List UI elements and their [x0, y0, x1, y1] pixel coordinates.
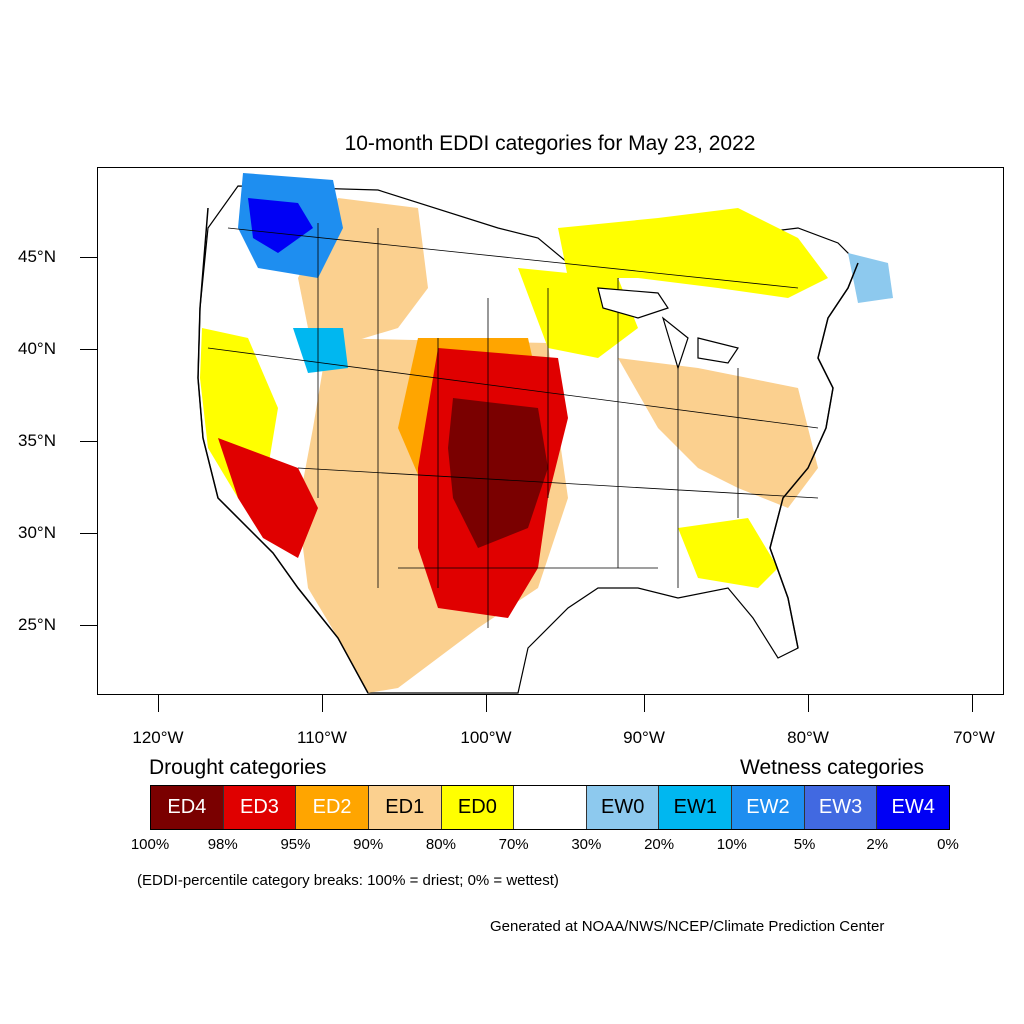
legend-box-neutral: [514, 786, 587, 829]
legend-percent-label: 80%: [425, 836, 456, 853]
legend-wetness-title: Wetness categories: [740, 756, 925, 779]
state-borders: [207, 223, 819, 628]
legend-percent-label: 100%: [130, 836, 170, 853]
legend-percent-label: 70%: [498, 836, 529, 853]
lon-tick: [486, 695, 487, 712]
legend-percent-label: 30%: [571, 836, 602, 853]
legend-percent-label: 10%: [716, 836, 747, 853]
legend-percent-label: 0%: [937, 836, 959, 853]
lat-tick: [80, 625, 97, 626]
legend-box-ed2: ED2: [296, 786, 369, 829]
credit-text: Generated at NOAA/NWS/NCEP/Climate Predi…: [490, 918, 885, 935]
lat-tick: [80, 533, 97, 534]
lon-label-120: 120°W: [132, 728, 184, 747]
legend-percent-label: 20%: [644, 836, 675, 853]
ed4-region: [448, 398, 548, 548]
legend-percent-label: 5%: [793, 836, 816, 853]
legend-box-ew2: EW2: [732, 786, 805, 829]
lon-tick: [322, 695, 323, 712]
legend-percent-label: 2%: [866, 836, 889, 853]
coastline: [197, 207, 859, 694]
category-note: (EDDI-percentile category breaks: 100% =…: [137, 872, 559, 889]
lon-tick: [972, 695, 973, 712]
legend-box-ew0: EW0: [586, 786, 660, 829]
lat-tick: [80, 349, 97, 350]
legend-box-ew1: EW1: [659, 786, 733, 829]
legend-box-ew3: EW3: [804, 786, 878, 829]
legend-percent-label: 90%: [353, 836, 384, 853]
lon-label-80: 80°W: [787, 728, 829, 747]
lon-tick: [158, 695, 159, 712]
lon-label-110: 110°W: [297, 728, 347, 747]
lat-label-25: 25°N: [18, 615, 56, 634]
lat-label-35: 35°N: [18, 431, 56, 450]
lon-tick: [644, 695, 645, 712]
map-area: [97, 167, 1004, 695]
eddi-map: [197, 173, 893, 694]
lon-tick: [808, 695, 809, 712]
ed0-region-northeast: [558, 208, 828, 298]
lon-label-100: 100°W: [460, 728, 512, 747]
ew-region-maine: [848, 253, 893, 303]
ew-region-idaho: [293, 328, 348, 373]
legend-percent-label: 98%: [207, 836, 238, 853]
legend-box-ew4: EW4: [877, 786, 950, 829]
ed3-region-southwest: [218, 438, 318, 558]
lon-label-70: 70°W: [953, 728, 995, 747]
legend-box-ed1: ED1: [368, 786, 442, 829]
lat-tick: [80, 441, 97, 442]
legend-box-ed4: ED4: [151, 786, 224, 829]
map-title: 10-month EDDI categories for May 23, 202…: [344, 132, 756, 155]
legend-bar: ED4 ED3 ED2 ED1 ED0 EW0 EW1 EW2 EW3 EW4: [150, 785, 950, 830]
legend-box-ed3: ED3: [223, 786, 297, 829]
ed1-region-east: [618, 358, 818, 508]
lat-tick: [80, 257, 97, 258]
ed0-region-south: [678, 518, 778, 588]
lon-label-90: 90°W: [623, 728, 665, 747]
lat-label-30: 30°N: [18, 523, 56, 542]
great-lakes: [597, 287, 739, 370]
lat-label-45: 45°N: [18, 247, 56, 266]
legend-box-ed0: ED0: [441, 786, 515, 829]
legend-drought-title: Drought categories: [149, 756, 327, 779]
ew4-region-northwest: [248, 198, 313, 253]
legend-percent-label: 95%: [280, 836, 311, 853]
lat-label-40: 40°N: [18, 339, 56, 358]
